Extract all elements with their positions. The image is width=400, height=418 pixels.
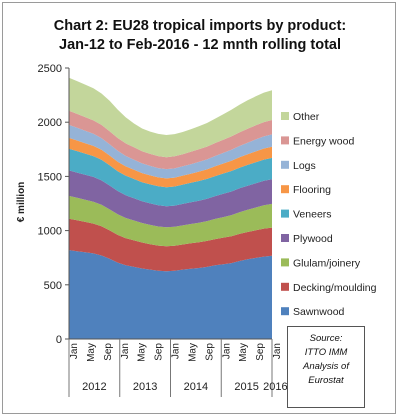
area-layers	[69, 77, 272, 339]
x-tick-label: Sep	[204, 343, 215, 361]
x-tick-label: Jan	[69, 343, 80, 359]
area-plywood	[69, 170, 272, 228]
legend-swatch	[281, 112, 289, 120]
source-note: Source: ITTO IMM Analysis of Eurostat	[287, 326, 365, 408]
y-axis-label: € million	[16, 182, 27, 223]
x-tick-label: Jan	[221, 343, 232, 359]
x-tick-label: May	[238, 343, 249, 362]
legend-swatch	[281, 160, 289, 169]
x-tick-label: Sep	[103, 343, 114, 361]
legend-label: Glulam/joinery	[293, 257, 361, 269]
area-logs	[69, 124, 272, 179]
area-decking-moulding	[69, 218, 272, 272]
legend-label: Energy wood	[293, 135, 354, 147]
x-tick-label: May	[137, 343, 148, 362]
x-tick-label: Jan	[120, 343, 131, 359]
legend-swatch	[281, 209, 289, 218]
area-flooring	[69, 137, 272, 188]
year-label: 2012	[82, 381, 106, 393]
area-glulam-joinery	[69, 195, 272, 247]
legend-swatch	[281, 234, 289, 242]
legend-swatch	[281, 185, 289, 194]
year-label: 2016	[263, 381, 287, 393]
year-label: 2015	[234, 381, 258, 393]
y-tick-label: 0	[56, 334, 62, 346]
x-tick-label: Jan	[171, 343, 182, 359]
x-tick-label: May	[187, 343, 198, 362]
source-line: ITTO IMM	[304, 347, 348, 358]
chart-subtitle: Jan-12 to Feb-2016 - 12 mnth rolling tot…	[59, 37, 341, 53]
y-tick-label: 500	[44, 280, 62, 292]
x-tick-label: Sep	[154, 343, 165, 361]
area-veneers	[69, 148, 272, 207]
source-line: Source:	[309, 333, 343, 344]
legend-label: Plywood	[293, 233, 333, 245]
legend-label: Decking/moulding	[293, 282, 377, 294]
y-tick-label: 1000	[38, 226, 62, 238]
legend-swatch	[281, 282, 289, 291]
year-label: 2013	[133, 381, 157, 393]
source-line: Eurostat	[308, 375, 344, 386]
x-tick-label: May	[86, 343, 97, 362]
y-tick-labels: 0 500 1000 1500 2000 2500	[38, 63, 62, 346]
year-labels: 2012 2013 2014 2015 2016	[82, 381, 287, 393]
area-sawnwood	[69, 250, 272, 339]
x-tick-label: Sep	[255, 343, 266, 361]
legend-swatch	[281, 136, 289, 145]
legend-label: Veneers	[293, 209, 332, 221]
y-tick-label: 2500	[38, 63, 62, 75]
chart-title: Chart 2: EU28 tropical imports by produc…	[53, 18, 347, 34]
legend: Other Energy wood Logs Flooring Veneers Plywo…	[281, 111, 377, 318]
y-tick-label: 2000	[38, 117, 62, 129]
year-label: 2014	[184, 381, 208, 393]
legend-label: Flooring	[293, 184, 331, 196]
area-energy-wood	[69, 110, 272, 170]
legend-swatch	[281, 258, 289, 267]
y-tick-label: 1500	[38, 171, 62, 183]
legend-label: Other	[293, 111, 320, 123]
x-tick-labels: Jan May Sep Jan May Sep Jan May Sep Jan May Sep Jan	[69, 343, 283, 362]
x-tick-label: Jan	[272, 343, 283, 359]
legend-label: Logs	[293, 160, 316, 172]
area-other	[69, 77, 272, 158]
legend-label: Sawnwood	[293, 306, 345, 318]
axes	[65, 67, 273, 397]
source-line: Analysis of	[303, 361, 349, 372]
legend-swatch	[281, 307, 289, 316]
